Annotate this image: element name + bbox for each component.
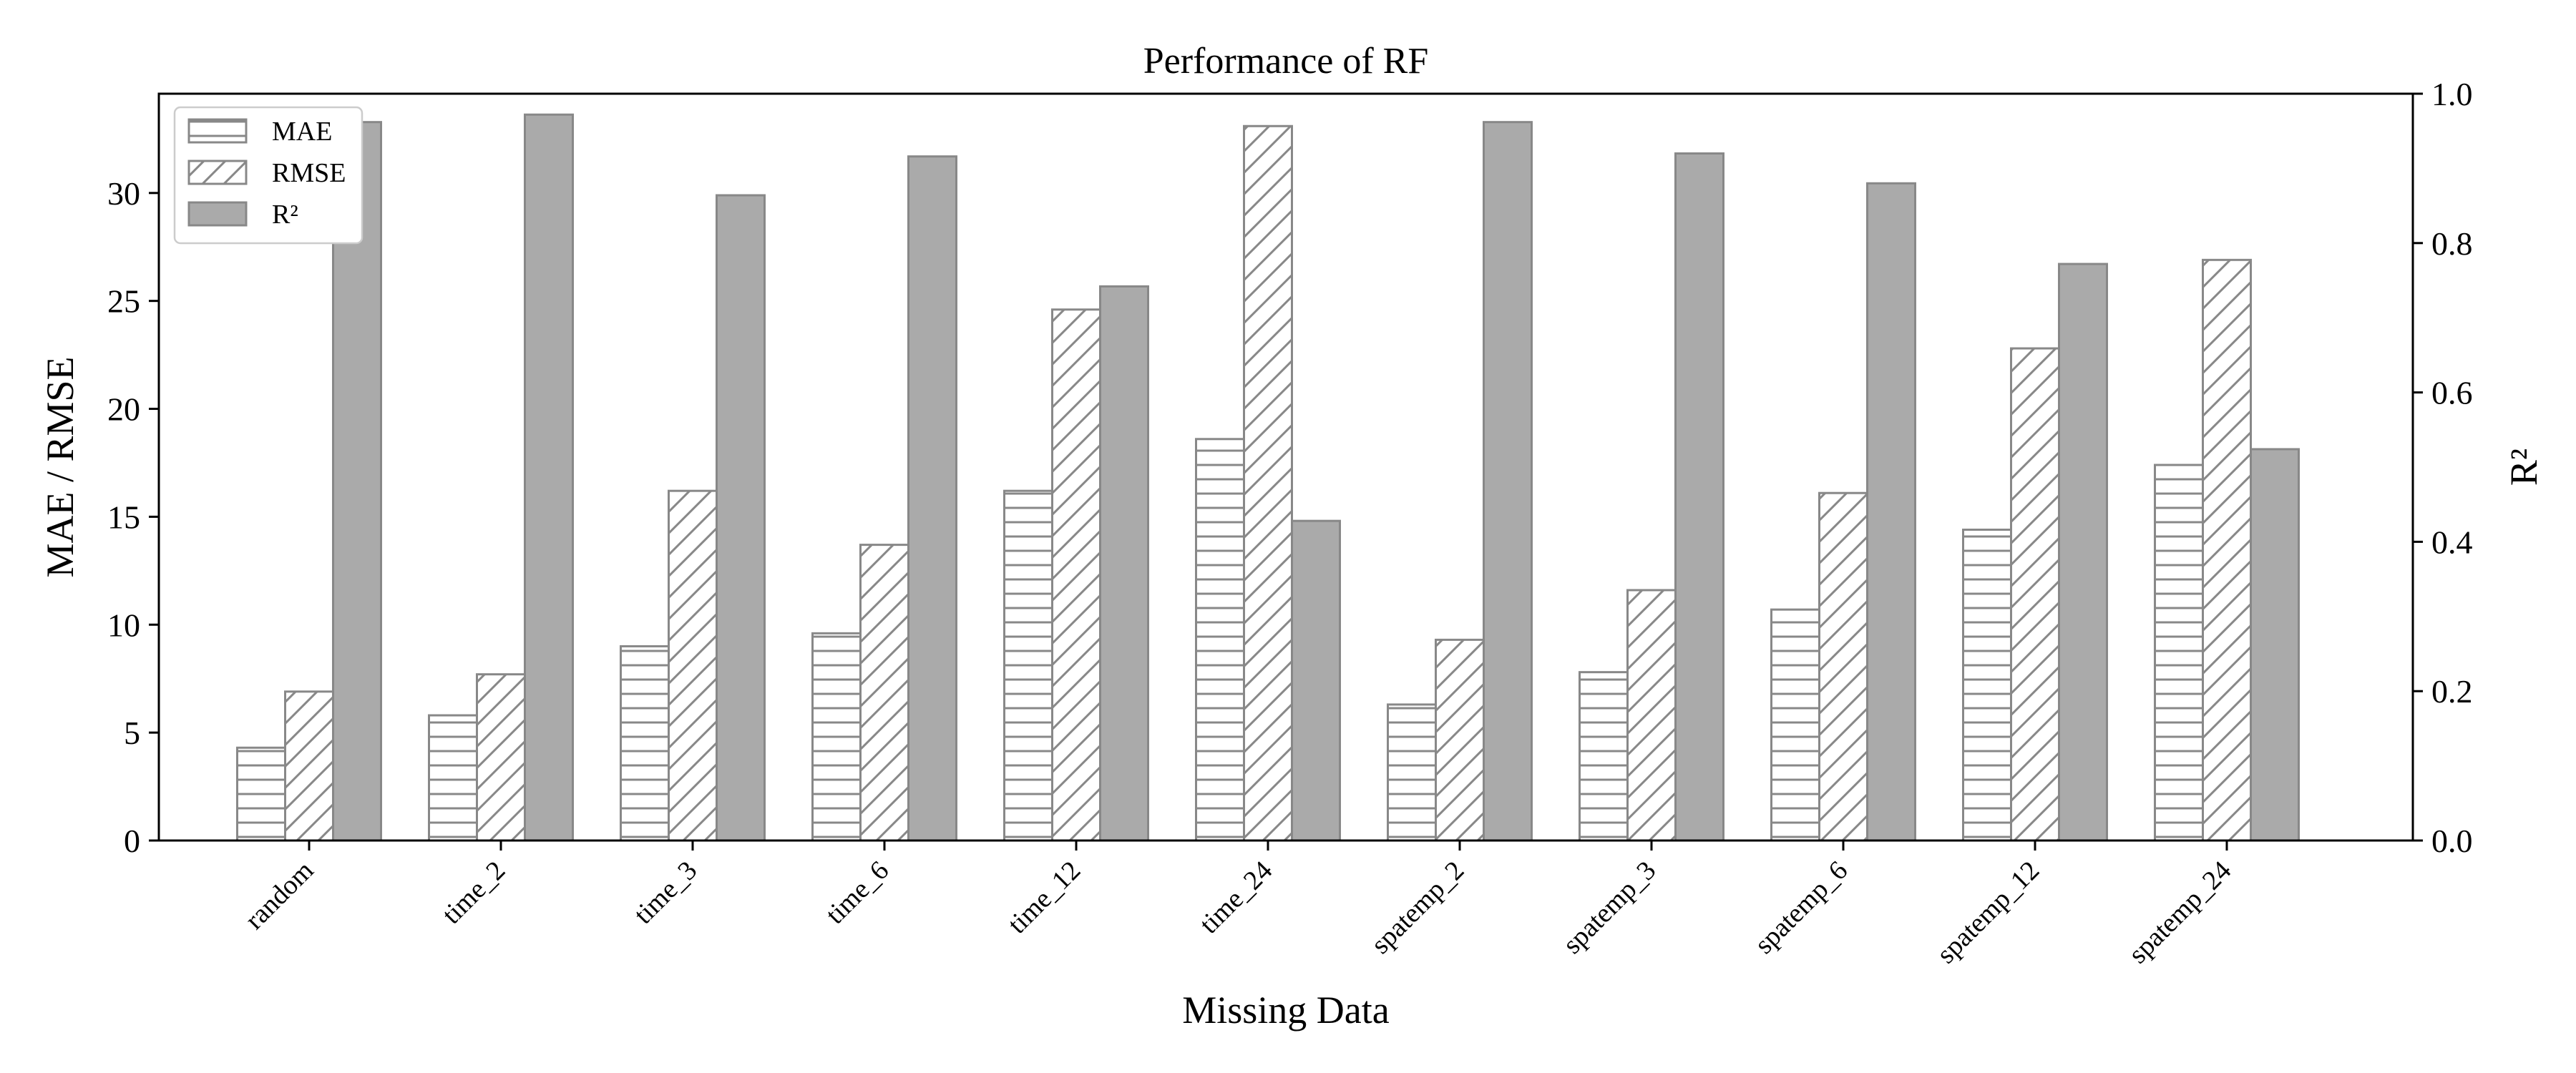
bar-r2-spatemp-2 [1483,121,1533,842]
legend-label-mae: MAE [272,117,332,147]
legend-swatch-rmse [187,160,248,185]
bar-rmse-time-3 [668,489,718,842]
x-axis: random time_2 time_3 time_6 time_12 time_24 sp… [240,841,2238,970]
y2-tick-label-0-2: 0.2 [2431,673,2473,710]
x-tick-label-spatemp-12: spatemp_12 [1931,856,2046,970]
bar-rmse-spatemp-3 [1626,589,1677,842]
bars-group [236,113,2300,842]
x-tick-label-random: random [240,856,320,936]
y-tick-label-10: 10 [107,607,140,643]
bar-r2-spatemp-6 [1866,182,1916,842]
bar-mae-random [236,746,286,842]
x-tick-label-spatemp-3: spatemp_3 [1557,856,1662,960]
legend-swatch-mae [187,118,248,144]
x-tick-label-time-24: time_24 [1194,856,1279,940]
left-axis: 0 5 10 15 20 25 30 [107,175,159,859]
chart-title: Performance of RF [1143,41,1429,82]
bar-mae-time-6 [811,632,862,842]
y2-tick-label-0-6: 0.6 [2431,375,2473,411]
legend-label-rmse: RMSE [272,158,346,188]
bar-rmse-time-2 [476,673,526,842]
x-tick-label-time-12: time_12 [1002,856,1087,940]
y-tick-label-5: 5 [124,715,140,751]
legend-swatch-r2 [187,201,248,227]
x-tick-label-time-3: time_3 [628,856,703,930]
x-tick-label-time-2: time_2 [436,856,511,930]
bar-r2-time-12 [1099,285,1149,842]
y2-axis-label: R² [2502,449,2545,486]
bar-mae-time-2 [428,714,478,842]
bar-r2-spatemp-12 [2058,263,2108,842]
bar-r2-time-24 [1291,519,1341,842]
y-axis-label: MAE / RMSE [39,356,82,577]
x-axis-label: Missing Data [1182,989,1390,1032]
bar-mae-spatemp-3 [1579,671,1629,842]
bar-mae-spatemp-24 [2154,464,2204,842]
bar-r2-spatemp-24 [2250,448,2300,842]
bar-r2-time-6 [907,155,957,842]
bar-mae-spatemp-6 [1770,608,1820,842]
bar-mae-time-24 [1195,438,1245,842]
bar-mae-spatemp-12 [1962,529,2012,842]
y2-tick-label-0-8: 0.8 [2431,225,2473,262]
x-tick-label-spatemp-2: spatemp_2 [1365,856,1470,960]
bar-r2-time-2 [524,113,574,842]
bar-rmse-time-12 [1051,308,1101,842]
bar-rmse-spatemp-12 [2010,347,2060,842]
bar-mae-time-12 [1003,489,1053,842]
legend-label-r2: R² [272,200,298,230]
y2-tick-label-0-4: 0.4 [2431,524,2473,560]
legend: MAE RMSE R² [173,106,364,245]
bar-mae-time-3 [620,645,670,842]
y-tick-label-30: 30 [107,175,140,212]
bar-rmse-spatemp-24 [2202,258,2252,842]
bar-r2-time-3 [716,194,766,842]
bar-rmse-time-24 [1243,124,1293,842]
bar-rmse-spatemp-2 [1435,638,1485,842]
y-tick-label-15: 15 [107,499,140,535]
x-tick-label-spatemp-24: spatemp_24 [2123,856,2238,970]
right-axis: 0.0 0.2 0.4 0.6 0.8 1.0 [2413,76,2473,859]
y-tick-label-0: 0 [124,823,140,859]
bar-rmse-spatemp-6 [1818,491,1868,842]
bar-rmse-time-6 [859,544,909,842]
y-tick-label-20: 20 [107,391,140,428]
y2-tick-label-0-0: 0.0 [2431,823,2473,859]
bar-rmse-random [284,690,334,842]
bar-r2-spatemp-3 [1674,152,1724,842]
x-tick-label-time-6: time_6 [820,856,894,930]
y2-tick-label-1-0: 1.0 [2431,76,2473,112]
y-tick-label-25: 25 [107,283,140,320]
x-tick-label-spatemp-6: spatemp_6 [1749,856,1853,960]
plot-frame [157,92,2414,842]
bar-mae-spatemp-2 [1387,703,1437,842]
